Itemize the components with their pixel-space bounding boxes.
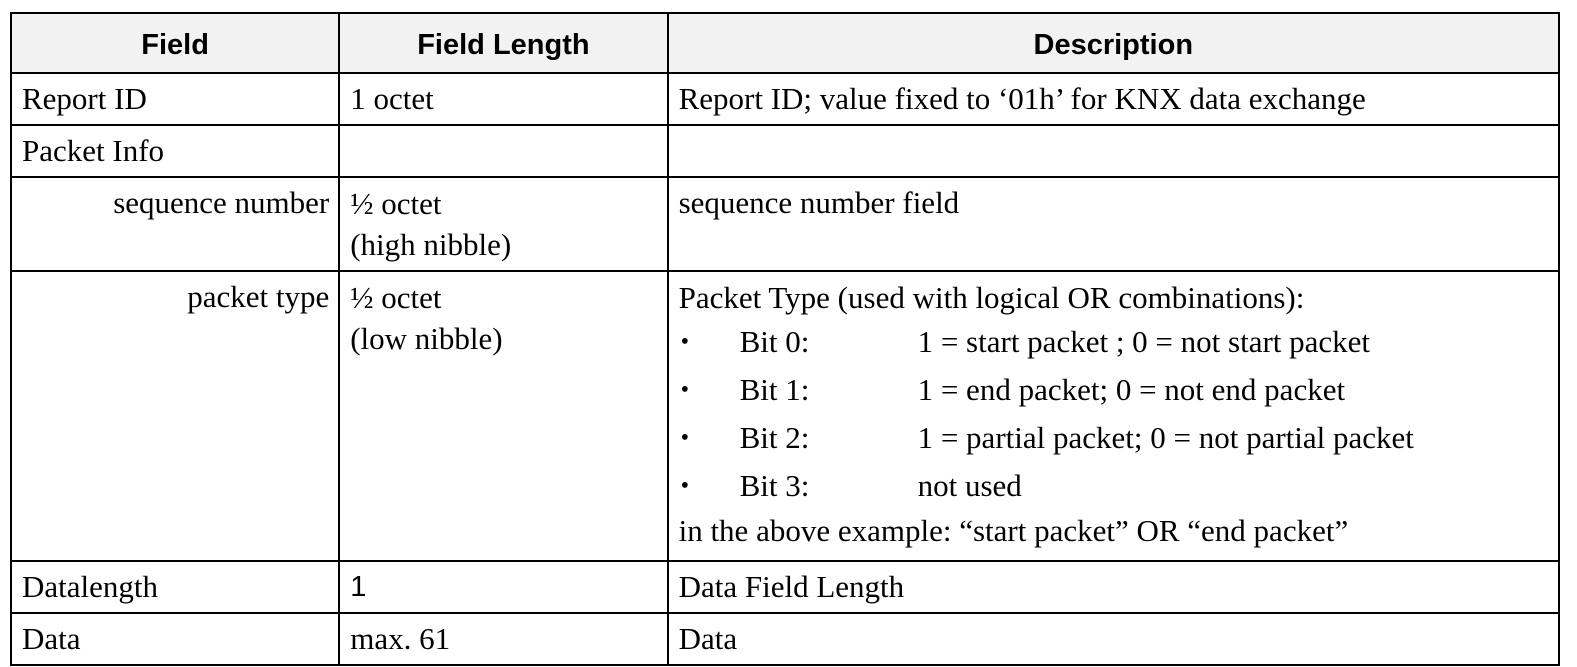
bullet-icon: •: [680, 377, 689, 403]
cell-field: Data: [9, 612, 341, 666]
length-line: ½ octet: [350, 280, 442, 315]
bit-label: Bit 3:: [739, 468, 810, 503]
bullet-icon: •: [680, 425, 689, 451]
cell-description: [666, 124, 1561, 178]
cell-description: Report ID; value fixed to ‘01h’ for KNX …: [666, 72, 1561, 126]
cell-length: ½ octet (low nibble): [338, 270, 669, 562]
cell-length: max. 61: [338, 612, 669, 666]
cell-length: 1: [338, 560, 669, 614]
cell-field: packet type: [9, 270, 341, 562]
cell-length: ½ octet (high nibble): [338, 176, 669, 272]
table-row-datalength: Datalength 1 Data Field Length: [9, 560, 1561, 614]
bullet-icon: •: [680, 473, 689, 499]
cell-length: 1 octet: [338, 72, 669, 126]
bit-label: Bit 1:: [739, 372, 810, 407]
cell-length: [338, 124, 669, 178]
table-row-sequence-number: sequence number ½ octet (high nibble) se…: [9, 176, 1561, 272]
packet-type-intro: Packet Type (used with logical OR combin…: [678, 280, 1305, 315]
bit-meaning: not used: [917, 468, 1022, 503]
bit-label: Bit 0:: [739, 324, 810, 359]
table-row-packet-type: packet type ½ octet (low nibble) Packet …: [9, 270, 1561, 562]
length-line: (low nibble): [350, 321, 503, 356]
length-line: ½ octet: [350, 186, 442, 221]
table-row-packet-info: Packet Info: [9, 124, 1561, 178]
header-row: Field Field Length Description: [9, 12, 1561, 74]
length-line: (high nibble): [350, 227, 512, 262]
table-row-report-id: Report ID 1 octet Report ID; value fixed…: [9, 72, 1561, 126]
bullet-icon: •: [680, 329, 689, 355]
cell-description: Data: [666, 612, 1561, 666]
cell-field: Datalength: [9, 560, 341, 614]
bit-list-item: • Bit 1: 1 = end packet; 0 = not end pac…: [679, 366, 1548, 414]
bit-meaning: 1 = start packet ; 0 = not start packet: [917, 324, 1371, 359]
header-description: Description: [666, 12, 1561, 74]
bit-meaning: 1 = partial packet; 0 = not partial pack…: [917, 420, 1414, 455]
table-row-data: Data max. 61 Data: [9, 612, 1561, 666]
cell-field: Packet Info: [9, 124, 341, 178]
bit-list-item: • Bit 3: not used: [679, 462, 1548, 510]
cell-field: sequence number: [9, 176, 341, 272]
cell-description: Packet Type (used with logical OR combin…: [666, 270, 1561, 562]
bit-meaning: 1 = end packet; 0 = not end packet: [917, 372, 1346, 407]
cell-description: sequence number field: [666, 176, 1561, 272]
cell-field: Report ID: [9, 72, 341, 126]
header-field: Field: [9, 12, 341, 74]
bit-list-item: • Bit 0: 1 = start packet ; 0 = not star…: [679, 318, 1548, 366]
packet-structure-table: Field Field Length Description Report ID…: [9, 12, 1561, 666]
cell-description: Data Field Length: [666, 560, 1561, 614]
header-field-length: Field Length: [338, 12, 669, 74]
bit-label: Bit 2:: [739, 420, 810, 455]
bit-list-item: • Bit 2: 1 = partial packet; 0 = not par…: [679, 414, 1548, 462]
packet-type-example: in the above example: “start packet” OR …: [678, 513, 1349, 548]
